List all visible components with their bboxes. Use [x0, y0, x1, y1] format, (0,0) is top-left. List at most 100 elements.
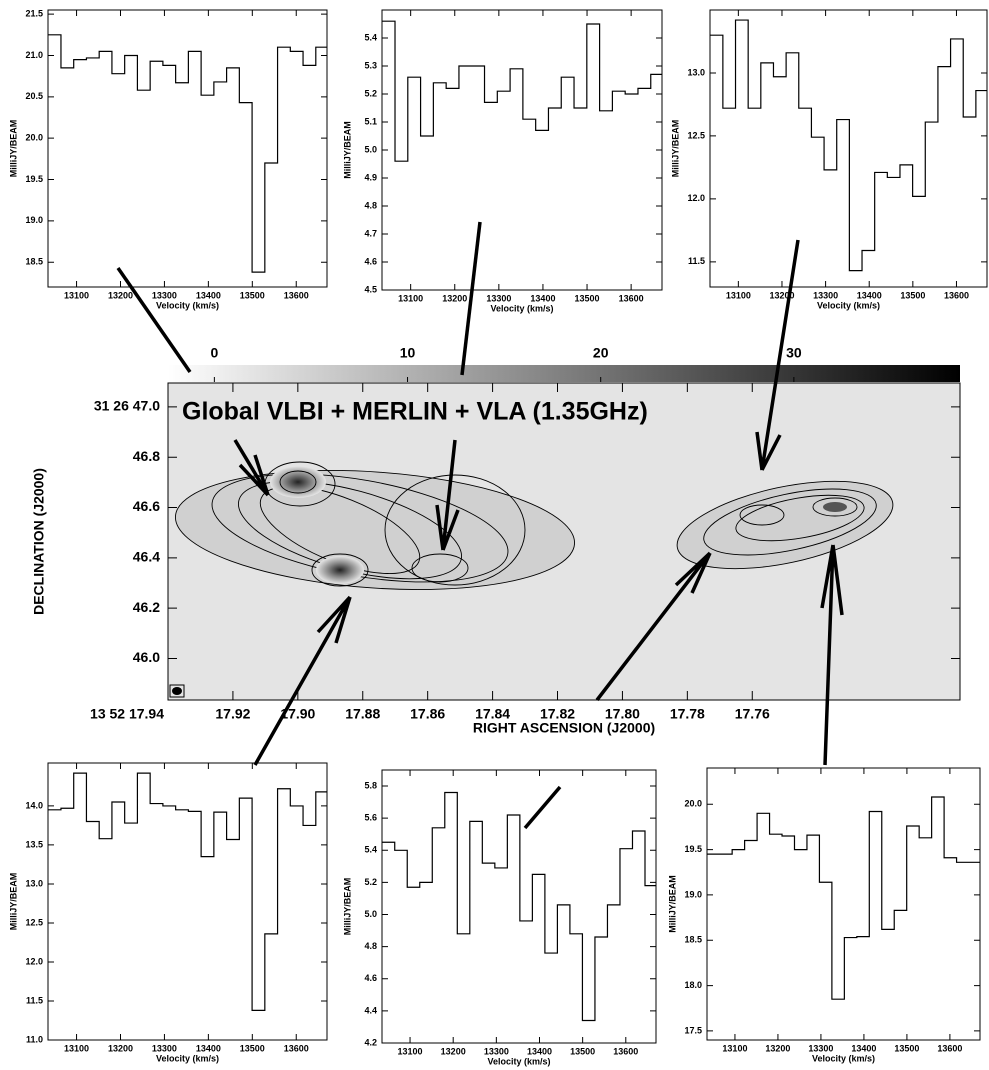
arrows	[116, 221, 844, 830]
x-axis-label: RIGHT ASCENSION (J2000)	[473, 720, 655, 736]
y-tick-label: 5.6	[364, 813, 377, 823]
x-tick-label: 13200	[441, 1046, 466, 1056]
x-tick-label: 13100	[398, 1046, 423, 1056]
y-tick-label: 4.7	[364, 228, 377, 238]
map-frame	[167, 382, 961, 701]
y-tick-label: 21.5	[25, 9, 43, 19]
x-tick-label: 13300	[813, 290, 838, 300]
x-axis-label: Velocity (km/s)	[490, 303, 553, 313]
source-left	[174, 461, 576, 590]
x-tick-label: 13200	[442, 293, 467, 303]
spectrum	[382, 791, 656, 1022]
y-tick-label: 4.8	[364, 200, 377, 210]
colorbar	[168, 365, 960, 382]
y-tick-label: 5.2	[364, 88, 377, 98]
x-axis-label: Velocity (km/s)	[812, 1053, 875, 1063]
map-background	[168, 383, 960, 700]
x-tick-label: 13400	[857, 290, 882, 300]
x-tick-label: 13100	[64, 290, 89, 300]
y-tick-label: 4.6	[364, 973, 377, 983]
map-title: Global VLBI + MERLIN + VLA (1.35GHz)	[182, 398, 648, 426]
x-tick-label: 13600	[284, 1043, 309, 1053]
y-tick-label: 4.4	[364, 1005, 377, 1015]
y-tick-label: 19.0	[25, 215, 43, 225]
y-tick-label: 21.0	[25, 50, 43, 60]
x-tick-label: 13100	[398, 293, 423, 303]
x-tick-label: 13300	[486, 293, 511, 303]
x-axis-label: Velocity (km/s)	[156, 300, 219, 310]
x-tick-label: 17.76	[735, 706, 770, 722]
x-tick-label: 13600	[944, 290, 969, 300]
colorbar-tick-label: 0	[210, 345, 218, 361]
y-tick-label: 5.2	[364, 877, 377, 887]
y-tick-label: 5.0	[364, 144, 377, 154]
x-tick-label: 13400	[196, 1043, 221, 1053]
y-tick-label: 11.5	[26, 995, 43, 1005]
x-tick-label: 13200	[765, 1043, 790, 1053]
plot-frame	[706, 767, 981, 1041]
x-tick-label: 13300	[152, 290, 177, 300]
y-axis-label: MilliJY/BEAM	[342, 121, 352, 179]
y-tick-label: 4.2	[364, 1037, 377, 1047]
y-tick-label: 12.0	[25, 956, 43, 966]
x-tick-label: 13100	[64, 1043, 89, 1053]
y-tick-label: 46.4	[133, 549, 160, 565]
colorbar-tick-label: 30	[786, 345, 802, 361]
x-tick-label: 13300	[152, 1043, 177, 1053]
spectrum	[48, 34, 327, 273]
y-axis-label: MilliJY/BEAM	[342, 878, 352, 936]
x-tick-label: 17.86	[410, 706, 445, 722]
x-tick-label: 17.80	[605, 706, 640, 722]
spectrum	[48, 772, 327, 1011]
y-tick-label: 46.8	[133, 448, 160, 464]
y-axis-label: MilliJY/BEAM	[8, 120, 18, 178]
x-tick-label: 13100	[722, 1043, 747, 1053]
x-axis-label: Velocity (km/s)	[156, 1053, 219, 1063]
colorbar-tick-label: 20	[593, 345, 609, 361]
x-tick-label: 13500	[570, 1046, 595, 1056]
x-tick-label: 13500	[894, 1043, 919, 1053]
x-tick-label: 13400	[530, 293, 555, 303]
plot-frame	[381, 769, 657, 1044]
y-tick-label: 5.8	[364, 780, 377, 790]
colorbar-tick-label: 10	[400, 345, 416, 361]
x-tick-label: 13500	[240, 1043, 265, 1053]
y-tick-label: 4.6	[364, 256, 377, 266]
y-tick-label: 19.5	[25, 174, 43, 184]
y-tick-label: 12.5	[25, 917, 43, 927]
x-tick-label: 13300	[808, 1043, 833, 1053]
y-tick-label: 11.5	[688, 256, 705, 266]
y-tick-label: 13.5	[25, 839, 43, 849]
y-tick-label: 20.5	[25, 91, 43, 101]
y-tick-label: 18.5	[25, 257, 43, 267]
x-tick-label: 13100	[726, 290, 751, 300]
y-tick-label: 18.0	[684, 980, 702, 990]
source-right	[676, 480, 894, 570]
plot-frame	[47, 9, 328, 288]
y-tick-label: 20.0	[684, 799, 702, 809]
y-tick-label: 4.9	[364, 172, 377, 182]
x-tick-label: 13200	[769, 290, 794, 300]
plot-frame	[47, 762, 328, 1041]
x-tick-label: 17.82	[540, 706, 575, 722]
x-tick-label: 13400	[527, 1046, 552, 1056]
y-tick-label: 12.5	[687, 130, 705, 140]
y-tick-label: 12.0	[687, 193, 705, 203]
spectrum	[382, 20, 662, 162]
y-tick-label: 5.0	[364, 909, 377, 919]
x-tick-label: 13600	[284, 290, 309, 300]
y-tick-label: 17.5	[684, 1025, 702, 1035]
x-tick-label: 13200	[108, 1043, 133, 1053]
y-tick-label: 5.4	[364, 845, 377, 855]
x-tick-label: 17.92	[215, 706, 250, 722]
y-tick-label: 13.0	[687, 67, 705, 77]
y-tick-label: 31 26 47.0	[94, 398, 160, 414]
x-tick-label: 17.90	[280, 706, 315, 722]
plot-frame	[381, 9, 663, 291]
y-axis-label: MilliJY/BEAM	[8, 873, 18, 931]
y-tick-label: 13.0	[25, 878, 43, 888]
y-tick-label: 19.5	[684, 844, 702, 854]
x-tick-label: 17.88	[345, 706, 380, 722]
x-tick-label: 13300	[484, 1046, 509, 1056]
